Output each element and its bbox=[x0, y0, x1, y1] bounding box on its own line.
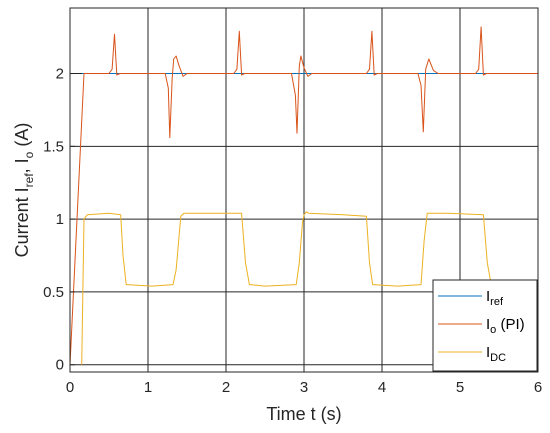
y-axis-label-mid: , I bbox=[12, 158, 32, 173]
x-tick-label: 2 bbox=[222, 379, 230, 396]
legend-entries: Iref Io (PI) IDC bbox=[438, 288, 525, 364]
series-line-DC bbox=[81, 211, 538, 365]
legend-label-DC: IDC bbox=[486, 344, 506, 364]
x-tick-label: 4 bbox=[378, 379, 386, 396]
x-tick-label: 3 bbox=[300, 379, 308, 396]
x-tick-label: 1 bbox=[144, 379, 152, 396]
series-lines bbox=[69, 26, 538, 365]
y-tick-label: 1.5 bbox=[43, 138, 64, 155]
y-tick-label: 0 bbox=[56, 357, 64, 374]
legend-label-o: Io (PI) bbox=[486, 316, 525, 336]
y-tick-label: 1 bbox=[56, 211, 64, 228]
axis-tick-labels: 0 1 2 3 4 5 6 0 0.5 1 1.5 2 bbox=[43, 66, 542, 396]
legend-box bbox=[432, 279, 538, 372]
y-axis-label-prefix: Current I bbox=[12, 187, 32, 257]
series-line-o bbox=[69, 26, 538, 365]
x-tick-label: 6 bbox=[534, 379, 542, 396]
x-axis-label: Time t (s) bbox=[266, 404, 341, 424]
legend-label-ref: Iref bbox=[486, 288, 504, 308]
legend: Iref Io (PI) IDC bbox=[432, 279, 538, 372]
y-axis-label-sub-ref: ref bbox=[22, 173, 36, 188]
y-axis-label-sub-o: o bbox=[22, 151, 36, 158]
y-axis-label: Current Iref, Io (A) bbox=[12, 123, 36, 258]
x-tick-label: 0 bbox=[66, 379, 74, 396]
x-tick-label: 5 bbox=[456, 379, 464, 396]
y-tick-label: 2 bbox=[56, 66, 64, 83]
y-tick-label: 0.5 bbox=[43, 284, 64, 301]
y-axis-label-suffix: (A) bbox=[12, 123, 32, 152]
